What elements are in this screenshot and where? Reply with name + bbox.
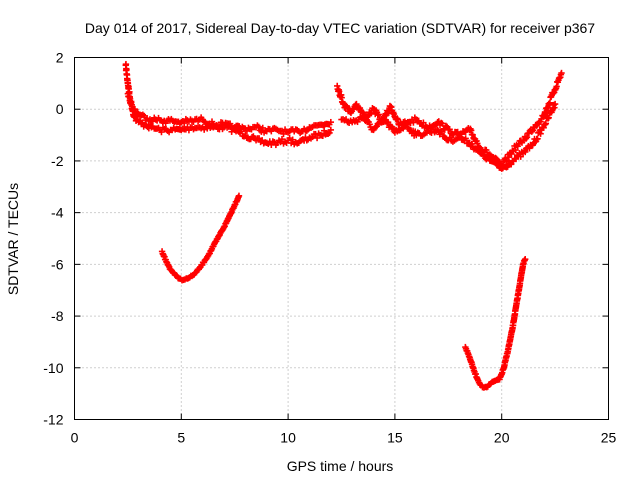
- chart-title: Day 014 of 2017, Sidereal Day-to-day VTE…: [85, 20, 595, 36]
- data-point: [483, 146, 490, 154]
- data-point: [517, 153, 524, 160]
- y-tick-label: -4: [51, 205, 64, 221]
- data-point: [542, 120, 550, 127]
- data-points: [122, 60, 565, 391]
- x-tick-label: 0: [71, 430, 79, 446]
- x-tick-label: 10: [280, 430, 296, 446]
- data-point: [512, 155, 520, 163]
- data-point: [521, 255, 529, 263]
- data-point: [512, 146, 519, 154]
- x-axis-label: GPS time / hours: [287, 458, 394, 474]
- data-point: [226, 120, 234, 127]
- data-point: [446, 126, 453, 133]
- data-point: [515, 140, 522, 148]
- axis-ticks: 0 5 10 15 20 25 -12 -10 -8 -6 -4 -2 0 2: [43, 50, 616, 446]
- y-tick-label: 2: [56, 50, 64, 66]
- data-point: [384, 118, 392, 126]
- data-point: [507, 161, 515, 168]
- data-point: [420, 119, 427, 126]
- data-point: [255, 123, 262, 131]
- data-point: [534, 135, 541, 142]
- data-point: [551, 100, 559, 108]
- y-tick-label: -6: [51, 256, 64, 272]
- data-point: [523, 133, 531, 141]
- data-point: [375, 111, 382, 118]
- data-point: [368, 109, 375, 117]
- grid: [74, 57, 609, 420]
- x-tick-label: 25: [601, 430, 617, 446]
- y-tick-label: -10: [43, 360, 63, 376]
- data-point: [546, 99, 554, 106]
- data-point: [529, 127, 536, 134]
- y-tick-label: -8: [51, 308, 64, 324]
- data-point: [216, 123, 223, 130]
- data-point: [439, 120, 446, 127]
- plot-frame: [74, 57, 609, 420]
- x-tick-label: 5: [177, 430, 185, 446]
- data-point: [473, 145, 481, 152]
- data-point: [462, 135, 469, 142]
- y-tick-label: -2: [51, 153, 64, 169]
- y-tick-label: 0: [56, 101, 64, 117]
- data-point: [235, 192, 243, 200]
- data-point: [521, 148, 529, 156]
- data-point: [468, 140, 475, 148]
- data-point: [479, 149, 486, 156]
- data-point: [327, 118, 335, 126]
- data-point: [438, 128, 446, 135]
- y-tick-label: -12: [43, 412, 63, 428]
- data-point: [442, 122, 450, 130]
- x-tick-label: 15: [387, 430, 403, 446]
- data-point: [528, 128, 535, 135]
- y-axis-label: SDTVAR / TECUs: [5, 183, 21, 295]
- data-point: [403, 120, 410, 127]
- data-point: [327, 126, 335, 134]
- data-point: [356, 104, 364, 112]
- x-tick-label: 20: [494, 430, 510, 446]
- data-point: [558, 69, 565, 77]
